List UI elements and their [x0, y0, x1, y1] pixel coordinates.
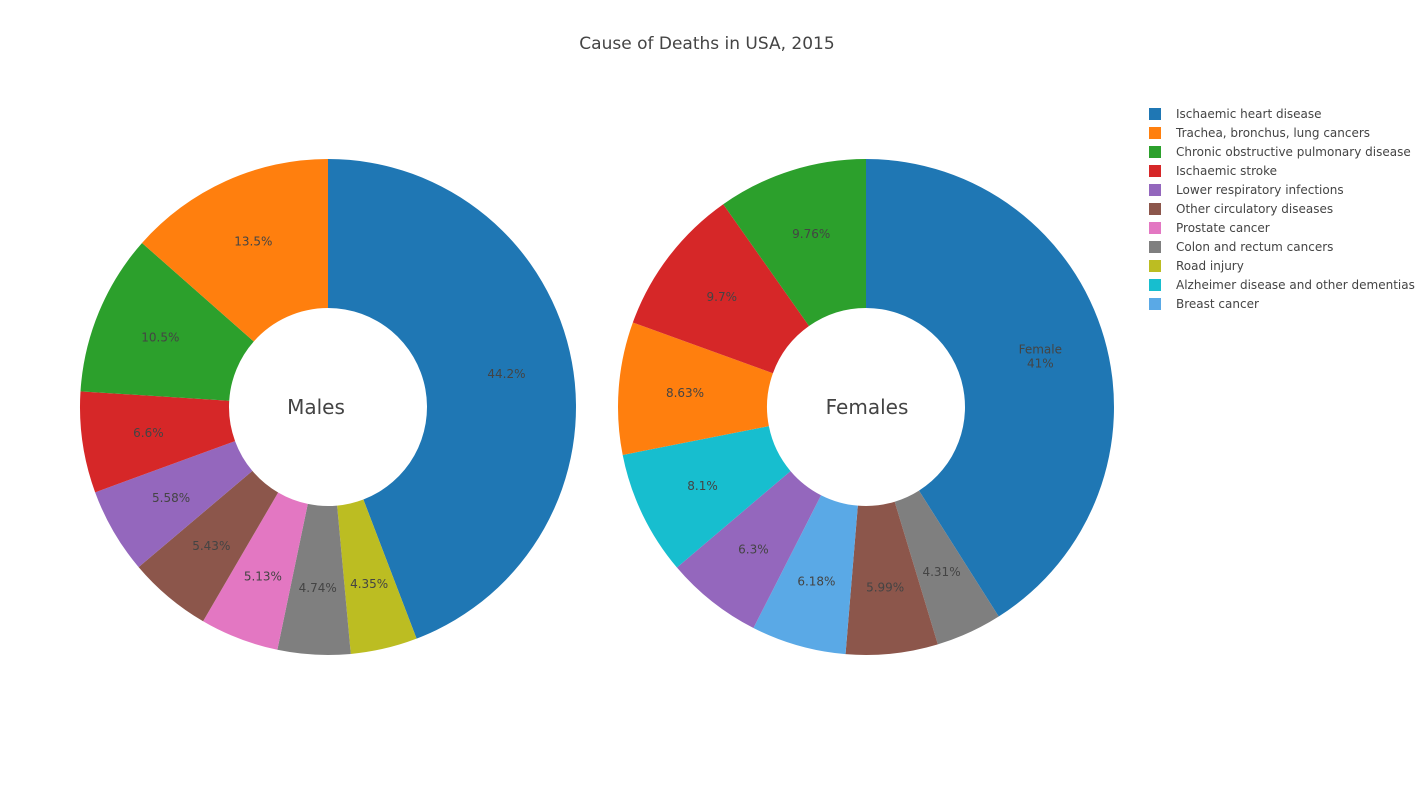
- legend-swatch: [1149, 146, 1161, 158]
- pie-females: Female 41% 4.31% 5.99% 6.18% 6.3% 8.1% 8.63% 9.7…: [618, 159, 1114, 655]
- legend-item-lower-respiratory-infections[interactable]: Lower respiratory infections: [1149, 183, 1344, 197]
- slice-label-males-chronic-obstructive-pulmonary-disease: 10.5%: [141, 330, 179, 344]
- pie-slice-males-chronic-obstructive-pulmonary-disease: [80, 242, 254, 401]
- center-label-males: Males: [287, 395, 345, 419]
- legend-label: Breast cancer: [1176, 297, 1259, 311]
- slice-label-males-trachea-bronchus-lung-cancers: 13.5%: [234, 235, 272, 249]
- pie-slice-females-colon-and-rectum-cancers: [894, 490, 999, 645]
- pie-slice-males-trachea-bronchus-lung-cancers: [142, 159, 328, 342]
- legend-swatch: [1149, 279, 1161, 291]
- slice-label-males-prostate-cancer: 5.13%: [244, 569, 282, 583]
- legend-swatch: [1149, 127, 1161, 139]
- pie-slice-males-colon-and-rectum-cancers: [277, 503, 351, 655]
- pie-slice-females-other-circulatory-diseases: [845, 501, 938, 655]
- legend-swatch: [1149, 184, 1161, 196]
- legend-label: Ischaemic heart disease: [1176, 107, 1322, 121]
- slice-label-females-colon-and-rectum-cancers: 4.31%: [922, 565, 960, 579]
- pie-slice-females-ischaemic-stroke: [632, 204, 810, 374]
- slice-label-females-trachea-bronchus-lung-cancers: 8.63%: [666, 386, 704, 400]
- pie-slice-females-trachea-bronchus-lung-cancers: [618, 322, 773, 455]
- slice-label-females-lower-respiratory-infections: 6.3%: [738, 542, 769, 556]
- slice-label-males-ischaemic-stroke: 6.6%: [133, 426, 164, 440]
- slice-label-males-other-circulatory-diseases: 5.43%: [192, 539, 230, 553]
- legend-item-road-injury[interactable]: Road injury: [1149, 259, 1244, 273]
- slice-label-females-ischaemic-stroke: 9.7%: [707, 290, 738, 304]
- pie-males: 44.2% 4.35% 4.74% 5.13% 5.43% 5.58% 6.6% 10.5% 1…: [79, 159, 576, 655]
- pie-slice-females-chronic-obstructive-pulmonary-disease: [723, 159, 866, 327]
- legend-swatch: [1149, 203, 1161, 215]
- legend-item-other-circulatory-diseases[interactable]: Other circulatory diseases: [1149, 202, 1333, 216]
- pie-slice-females-lower-respiratory-infections: [676, 471, 822, 628]
- slice-label-females-ischaemic-heart-disease: Female 41%: [1019, 342, 1062, 370]
- slice-label-males-ischaemic-heart-disease: 44.2%: [487, 367, 525, 381]
- legend-label: Ischaemic stroke: [1176, 164, 1277, 178]
- pie-slice-males-lower-respiratory-infections: [95, 441, 253, 568]
- legend-label: Prostate cancer: [1176, 221, 1270, 235]
- pie-slice-females-breast-cancer: [753, 495, 858, 655]
- legend-item-colon-and-rectum-cancers[interactable]: Colon and rectum cancers: [1149, 240, 1333, 254]
- legend-item-alzheimer-disease-and-other-dementias[interactable]: Alzheimer disease and other dementias: [1149, 278, 1415, 292]
- legend-swatch: [1149, 241, 1161, 253]
- pie-slice-males-ischaemic-stroke: [79, 391, 236, 493]
- slice-label-males-colon-and-rectum-cancers: 4.74%: [299, 581, 337, 595]
- slice-label-females-other-circulatory-diseases: 5.99%: [866, 580, 904, 594]
- legend-item-chronic-obstructive-pulmonary-disease[interactable]: Chronic obstructive pulmonary disease: [1149, 145, 1411, 159]
- legend-item-prostate-cancer[interactable]: Prostate cancer: [1149, 221, 1270, 235]
- legend-item-trachea-bronchus-lung-cancers[interactable]: Trachea, bronchus, lung cancers: [1149, 126, 1370, 140]
- slice-label-males-lower-respiratory-infections: 5.58%: [152, 491, 190, 505]
- center-label-females: Females: [826, 395, 909, 419]
- legend-label: Colon and rectum cancers: [1176, 240, 1333, 254]
- chart-title: Cause of Deaths in USA, 2015: [579, 34, 834, 54]
- slice-label-females-alzheimer-disease-and-other-dementias: 8.1%: [687, 479, 718, 493]
- legend-label: Trachea, bronchus, lung cancers: [1175, 126, 1370, 140]
- legend-label: Chronic obstructive pulmonary disease: [1176, 145, 1411, 159]
- pie-slice-females-ischaemic-heart-disease: [866, 159, 1114, 617]
- legend-item-ischaemic-heart-disease[interactable]: Ischaemic heart disease: [1149, 107, 1322, 121]
- legend: Ischaemic heart disease Trachea, bronchus…: [1149, 107, 1415, 311]
- pie-slice-males-road-injury: [337, 499, 417, 654]
- slice-label-females-breast-cancer: 6.18%: [797, 575, 835, 589]
- legend-swatch: [1149, 108, 1161, 120]
- legend-label: Other circulatory diseases: [1176, 202, 1333, 216]
- legend-item-ischaemic-stroke[interactable]: Ischaemic stroke: [1149, 164, 1277, 178]
- legend-label: Road injury: [1176, 259, 1244, 273]
- slice-label-females-chronic-obstructive-pulmonary-disease: 9.76%: [792, 227, 830, 241]
- legend-label: Lower respiratory infections: [1176, 183, 1344, 197]
- legend-item-breast-cancer[interactable]: Breast cancer: [1149, 297, 1259, 311]
- pie-slice-males-prostate-cancer: [203, 492, 308, 650]
- pie-slice-females-alzheimer-disease-and-other-dementias: [622, 426, 791, 568]
- legend-swatch: [1149, 222, 1161, 234]
- pie-slice-males-ischaemic-heart-disease: [328, 159, 576, 639]
- legend-swatch: [1149, 298, 1161, 310]
- legend-swatch: [1149, 165, 1161, 177]
- legend-swatch: [1149, 260, 1161, 272]
- pie-slice-males-other-circulatory-diseases: [138, 470, 279, 622]
- legend-label: Alzheimer disease and other dementias: [1176, 278, 1415, 292]
- slice-label-males-road-injury: 4.35%: [350, 577, 388, 591]
